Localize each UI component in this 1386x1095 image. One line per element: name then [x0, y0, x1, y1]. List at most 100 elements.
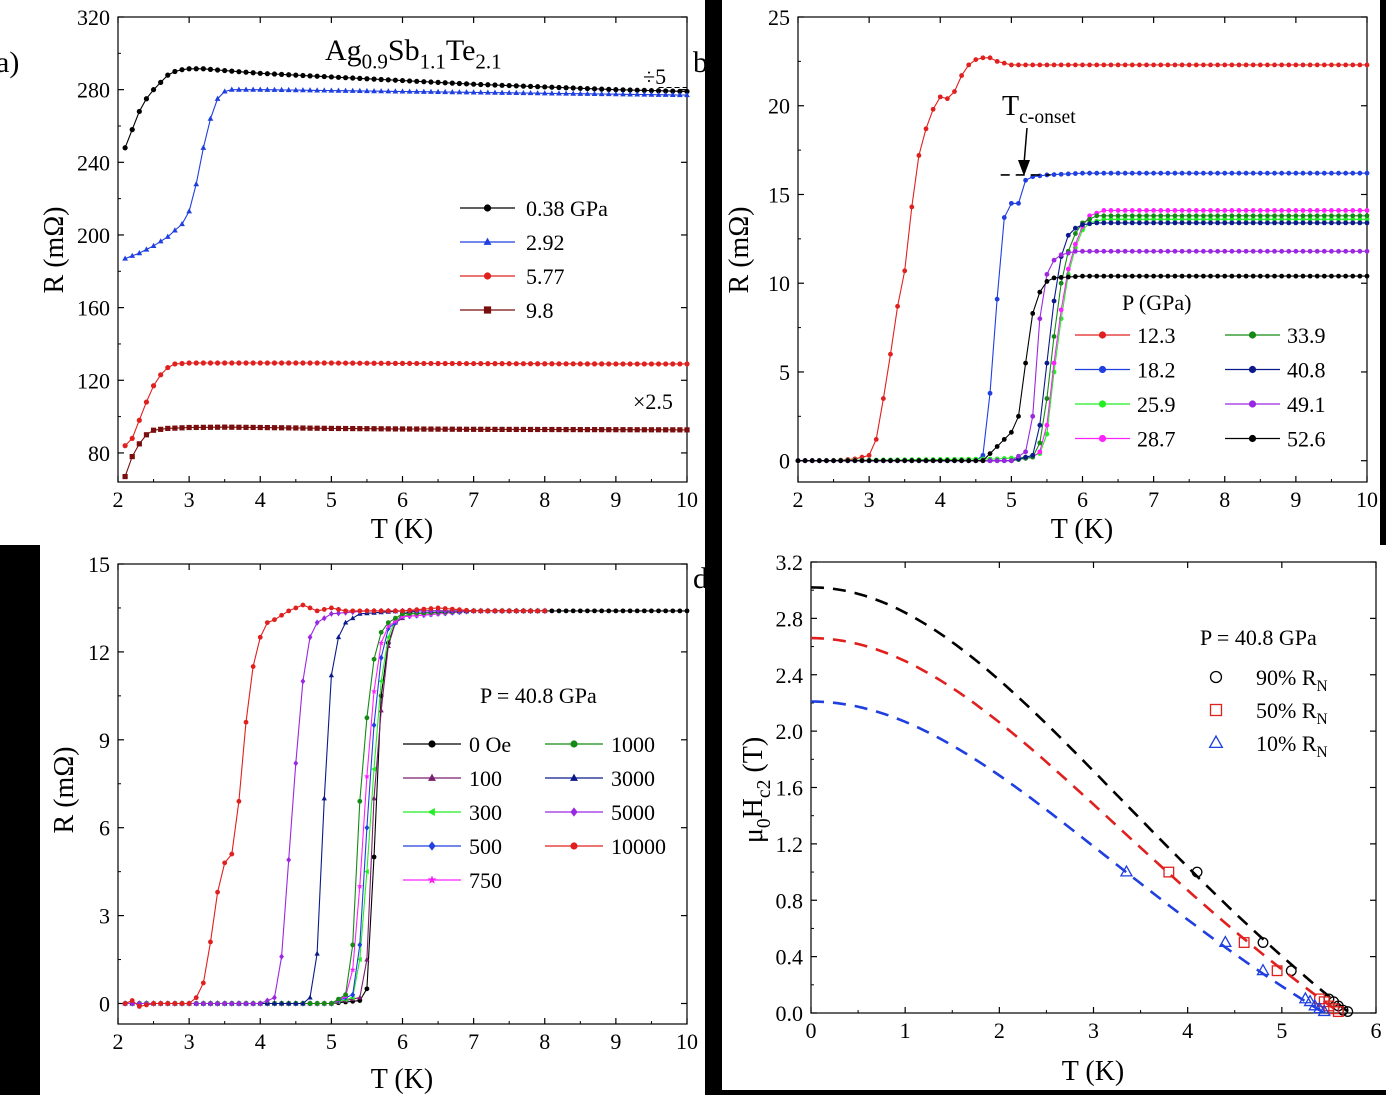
data-point	[577, 426, 583, 433]
data-point	[1037, 449, 1043, 455]
data-point	[513, 361, 519, 367]
data-point	[1016, 200, 1021, 206]
legend-entry: 28.7	[1075, 427, 1176, 452]
data-point	[364, 715, 370, 721]
data-point	[937, 458, 943, 464]
data-point	[663, 608, 669, 614]
data-point	[1165, 170, 1171, 176]
data-point	[264, 71, 270, 77]
data-point	[421, 606, 427, 612]
data-point	[421, 426, 427, 432]
data-point	[1321, 248, 1327, 254]
data-point	[300, 678, 306, 685]
data-point	[378, 426, 384, 432]
data-point	[151, 1001, 156, 1006]
legend: P (GPa) 12.3 18.2 25.9 28.7 33.9 40.8 49.1 52.6	[1075, 290, 1326, 452]
data-point	[1122, 213, 1128, 219]
data-point	[1329, 213, 1334, 219]
data-point	[328, 425, 334, 432]
data-point	[1364, 208, 1370, 213]
data-point	[1058, 252, 1064, 258]
data-point	[1215, 273, 1221, 279]
data-point	[172, 1001, 178, 1006]
data-point	[880, 396, 886, 401]
data-point	[492, 82, 498, 88]
data-point	[463, 426, 470, 432]
y-tick-label: 1.6	[776, 776, 804, 801]
data-point	[193, 1000, 199, 1007]
data-point	[1208, 62, 1213, 68]
data-point	[136, 417, 142, 423]
data-point	[356, 883, 363, 889]
y-axis-label: μ0Hc2 (T)	[738, 737, 775, 843]
data-point	[307, 994, 313, 1000]
legend-marker	[483, 306, 492, 314]
data-point	[1037, 422, 1043, 428]
text-run: T	[1002, 91, 1019, 122]
data-point	[620, 87, 626, 93]
data-point	[172, 361, 178, 367]
data-point	[172, 68, 178, 75]
data-point	[428, 426, 434, 432]
data-point	[1165, 273, 1171, 279]
legend-title: P = 40.8 GPa	[1200, 625, 1317, 650]
data-point	[1072, 171, 1078, 176]
data-point	[285, 86, 292, 93]
data-point	[1215, 216, 1221, 222]
data-point	[816, 458, 822, 464]
data-point	[1122, 170, 1128, 176]
data-point	[1279, 248, 1285, 254]
data-point	[357, 426, 363, 432]
data-point	[1238, 937, 1250, 948]
data-point	[1101, 170, 1107, 176]
data-point	[471, 81, 477, 87]
data-point	[158, 426, 164, 432]
data-point	[1115, 220, 1121, 226]
data-point	[1293, 208, 1299, 213]
panel-label: a)	[0, 46, 19, 79]
data-point	[200, 144, 207, 150]
data-point	[1080, 222, 1085, 228]
data-point	[264, 997, 270, 1004]
data-point	[1272, 273, 1277, 279]
x-tick-label: 2	[113, 1029, 124, 1054]
data-point	[1272, 216, 1277, 222]
legend-entry: 25.9	[1075, 392, 1176, 417]
data-point	[1115, 273, 1121, 279]
data-point	[1208, 273, 1213, 279]
data-point	[343, 360, 349, 366]
data-point	[343, 425, 349, 432]
y-tick-label: 320	[77, 5, 110, 30]
data-point	[1343, 273, 1349, 279]
data-point	[129, 435, 135, 442]
data-point	[278, 425, 285, 431]
y-tick-label: 12	[88, 640, 110, 665]
data-point	[584, 361, 591, 367]
data-point	[1314, 208, 1320, 213]
data-point	[1016, 62, 1021, 68]
data-point	[371, 76, 377, 82]
legend-label: 25.9	[1137, 392, 1176, 417]
data-point	[1293, 216, 1299, 222]
data-point	[1008, 200, 1014, 206]
data-point	[1108, 208, 1114, 213]
data-point	[392, 360, 398, 366]
data-point	[478, 426, 484, 432]
data-point	[591, 90, 598, 97]
data-point	[449, 360, 455, 367]
data-point	[271, 360, 278, 366]
data-point	[350, 75, 356, 81]
data-point	[463, 81, 470, 87]
x-tick-label: 6	[397, 1029, 408, 1054]
data-point	[888, 458, 893, 464]
data-point	[1300, 248, 1306, 254]
x-tick-label: 4	[255, 1029, 266, 1054]
data-point	[321, 607, 327, 612]
data-point	[1321, 170, 1327, 176]
data-point	[1314, 216, 1320, 222]
data-point	[471, 360, 477, 367]
data-point	[336, 996, 341, 1002]
data-point	[492, 426, 498, 432]
data-point	[193, 995, 199, 1001]
